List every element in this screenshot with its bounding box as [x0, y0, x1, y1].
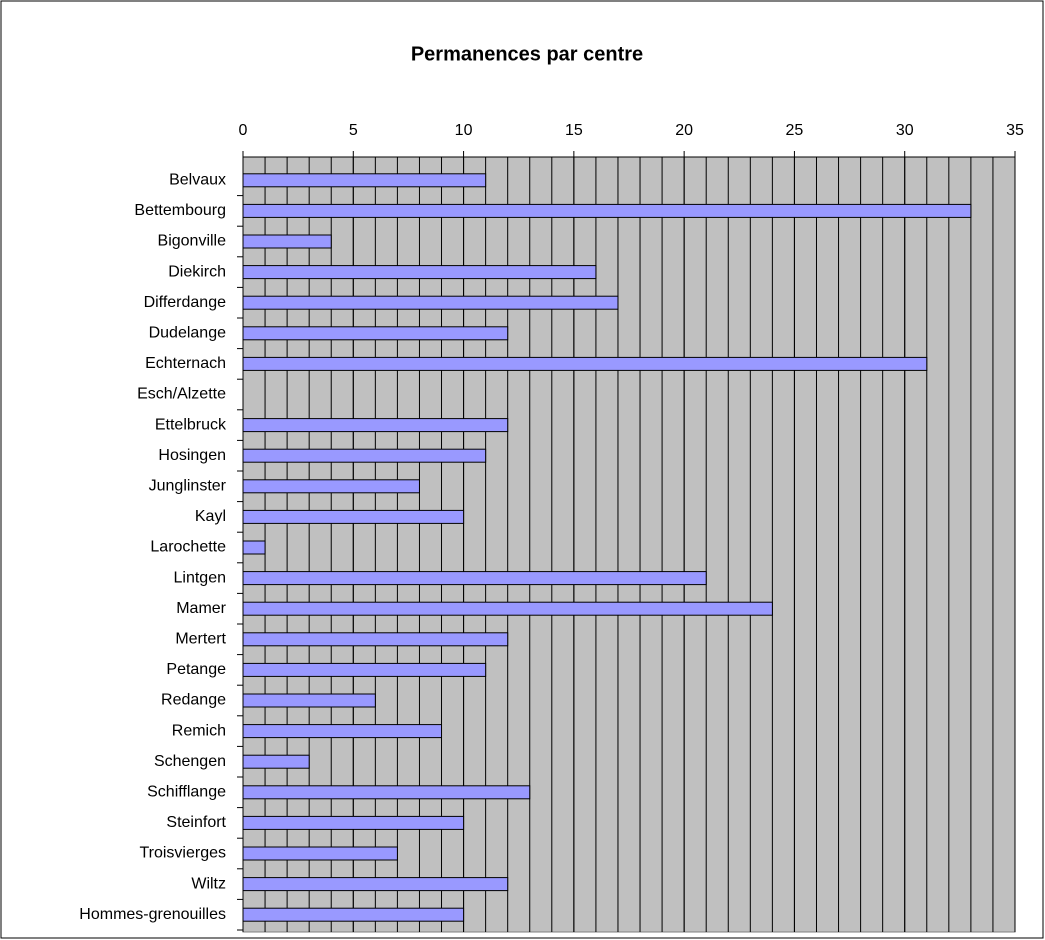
bar	[242, 601, 773, 616]
plot-area	[242, 156, 1016, 933]
x-tick-label: 15	[565, 122, 583, 139]
x-tick-label: 25	[786, 122, 804, 139]
y-tick-label: Schifflange	[147, 784, 226, 801]
y-tick-label: Mamer	[176, 600, 226, 617]
bar	[242, 571, 707, 586]
y-tick-label: Schengen	[154, 753, 226, 770]
bar	[242, 815, 465, 830]
bar	[242, 448, 487, 463]
bar	[242, 295, 619, 310]
bar	[242, 754, 310, 769]
y-tick-label: Troisvierges	[139, 845, 226, 862]
bar	[242, 265, 597, 280]
y-tick-label: Belvaux	[169, 172, 226, 189]
y-tick-label: Lintgen	[174, 569, 227, 586]
bar	[242, 877, 509, 892]
bar	[242, 356, 928, 371]
bar	[242, 173, 487, 188]
bar	[242, 632, 509, 647]
x-tick-label: 35	[1006, 122, 1024, 139]
bar	[242, 907, 465, 922]
y-tick-label: Kayl	[195, 508, 226, 525]
x-tick-label: 0	[239, 122, 248, 139]
bar	[242, 479, 420, 494]
y-tick-label: Differdange	[144, 294, 227, 311]
y-tick-label: Diekirch	[168, 263, 226, 280]
x-tick-label: 20	[675, 122, 693, 139]
y-tick-label: Remich	[172, 722, 226, 739]
chart-title: Permanences par centre	[411, 43, 643, 65]
y-tick-label: Redange	[161, 692, 226, 709]
bar	[242, 326, 509, 341]
x-tick-label: 5	[349, 122, 358, 139]
bar	[242, 724, 443, 739]
bar	[242, 785, 531, 800]
x-tick-label: 30	[896, 122, 914, 139]
y-tick-label: Esch/Alzette	[137, 386, 226, 403]
bar	[242, 846, 398, 861]
bar	[242, 693, 376, 708]
y-tick-label: Hosingen	[158, 447, 226, 464]
y-tick-label: Wiltz	[191, 875, 226, 892]
y-tick-label: Larochette	[150, 539, 226, 556]
bar	[242, 662, 487, 677]
bar	[242, 509, 465, 524]
y-tick-label: Steinfort	[166, 814, 226, 831]
y-tick-label: Junglinster	[149, 478, 227, 495]
y-tick-label: Dudelange	[149, 325, 227, 342]
y-tick-label: Bigonville	[158, 233, 227, 250]
y-tick-label: Hommes-grenouilles	[79, 906, 226, 923]
bar	[242, 540, 266, 555]
y-tick-label: Echternach	[145, 355, 226, 372]
y-tick-label: Mertert	[175, 631, 226, 648]
bar	[242, 203, 972, 218]
y-tick-label: Ettelbruck	[155, 416, 227, 433]
y-tick-label: Bettembourg	[134, 202, 226, 219]
x-tick-label: 10	[455, 122, 473, 139]
y-tick-label: Petange	[166, 661, 226, 678]
bar	[242, 418, 509, 433]
bar	[242, 234, 332, 249]
